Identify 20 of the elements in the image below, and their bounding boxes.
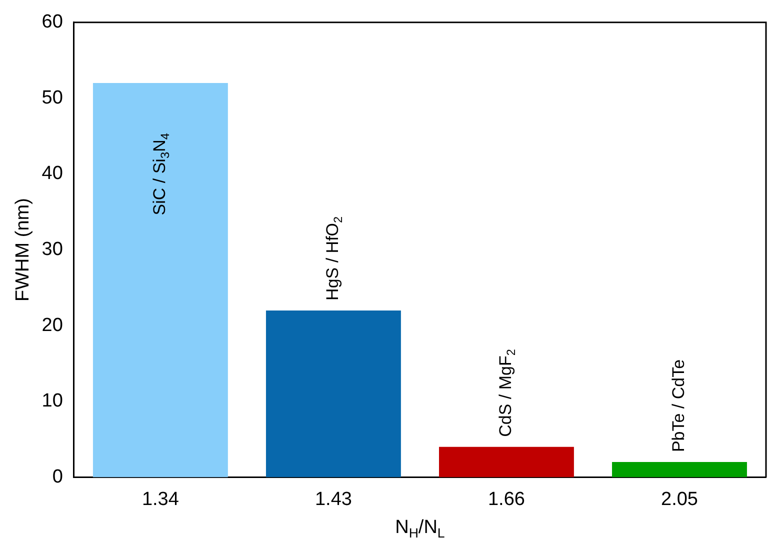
y-tick-label: 10 [42,390,63,412]
y-axis-title: FWHM (nm) [12,198,34,302]
bar [439,446,574,478]
y-tick-label: 30 [42,239,63,260]
annotation: SiC / Si3N4 [150,132,172,216]
bar [92,83,228,478]
y-tick-label: 40 [42,163,63,184]
x-tick-label: 2.05 [661,488,698,510]
x-tick-label: 1.66 [488,488,525,510]
x-tick-label: 1.43 [314,488,352,510]
bar [266,310,401,478]
annotation: HgS / HfO2 [323,216,345,300]
y-tick-label: 50 [42,87,63,108]
annotation: CdS / MgF2 [496,348,518,437]
y-tick-label: 0 [52,466,63,488]
bar [612,462,747,478]
y-tick-label: 20 [42,314,63,336]
x-tick-label: 1.34 [142,488,180,510]
annotation: PbTe / CdTe [669,359,688,452]
y-tick-label: 60 [42,12,63,33]
